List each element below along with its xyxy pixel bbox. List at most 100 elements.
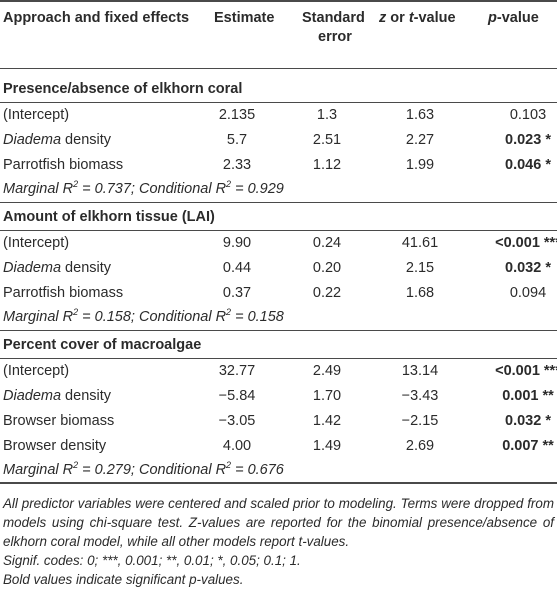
standard-error: 2.49 xyxy=(312,363,342,379)
estimate: 5.7 xyxy=(226,132,248,148)
p-value: 0.032 * xyxy=(473,413,557,429)
estimate: −5.84 xyxy=(218,388,256,404)
standard-error: 1.42 xyxy=(312,413,342,429)
significance-stars: * xyxy=(541,413,551,429)
sup: 2 xyxy=(73,307,79,318)
estimate: 4.00 xyxy=(222,438,252,454)
term: Parrotfish biomass xyxy=(3,157,124,173)
significance-stars: * xyxy=(541,132,551,148)
section-title: Presence/absence of elkhorn coral xyxy=(0,69,557,103)
term: Browser density xyxy=(3,438,107,454)
p-number: 0.032 xyxy=(505,260,542,276)
table-row: Parrotfish biomass 2.33 1.12 1.99 0.046 … xyxy=(0,153,557,178)
sup: 2 xyxy=(226,179,232,190)
z-value: 1.99 xyxy=(405,157,435,173)
z-value: 2.15 xyxy=(405,260,435,276)
header-standard-error: Standard error xyxy=(302,9,402,47)
sup: 2 xyxy=(226,307,232,318)
p-number: 0.007 xyxy=(502,438,539,454)
header-estimate: Estimate xyxy=(214,10,275,26)
p-number: 0.103 xyxy=(509,107,547,123)
term-rest: density xyxy=(61,260,112,276)
marginal-c: = 0.158 xyxy=(231,309,284,325)
section-title-text: Amount of elkhorn tissue (LAI) xyxy=(3,209,215,225)
marginal-r2: Marginal R2 = 0.737; Conditional R2 = 0.… xyxy=(0,178,557,203)
marginal-r2: Marginal R2 = 0.158; Conditional R2 = 0.… xyxy=(0,306,557,331)
p-number: 0.032 xyxy=(505,413,542,429)
term: Parrotfish biomass xyxy=(3,285,124,301)
table-header: Approach and fixed effects Estimate Stan… xyxy=(0,0,557,69)
header-approach: Approach and fixed effects xyxy=(3,10,190,26)
p-number: 0.046 xyxy=(505,157,542,173)
p-value: 0.023 * xyxy=(473,132,557,148)
marginal-r2: Marginal R2 = 0.279; Conditional R2 = 0.… xyxy=(0,459,557,484)
estimate: 9.90 xyxy=(222,235,252,251)
sup: 2 xyxy=(226,460,232,471)
p-value: <0.001 *** xyxy=(473,235,557,251)
section-title: Percent cover of macroalgae xyxy=(0,331,557,359)
header-t-letter: t xyxy=(408,10,414,26)
term-italic: Diadema xyxy=(3,388,62,404)
note-signif-codes: Signif. codes: 0; ***, 0.001; **, 0.01; … xyxy=(3,553,301,568)
table-row: (Intercept) 9.90 0.24 41.61 <0.001 *** xyxy=(0,231,557,256)
p-value: 0.032 * xyxy=(473,260,557,276)
z-value: 2.27 xyxy=(405,132,435,148)
marginal-r2-text: Marginal R2 = 0.279; Conditional R2 = 0.… xyxy=(3,460,284,478)
p-number: 0.001 xyxy=(502,388,539,404)
standard-error: 0.20 xyxy=(312,260,342,276)
section-title-text: Presence/absence of elkhorn coral xyxy=(3,81,243,97)
marginal-a: Marginal R xyxy=(3,181,74,197)
marginal-a: Marginal R xyxy=(3,462,74,478)
marginal-r2-text: Marginal R2 = 0.737; Conditional R2 = 0.… xyxy=(3,179,284,197)
header-p-value: p-value xyxy=(488,9,539,28)
table-row: Browser density 4.00 1.49 2.69 0.007 ** xyxy=(0,434,557,459)
p-number: <0.001 xyxy=(495,363,540,379)
term: Diadema density xyxy=(3,388,111,404)
marginal-c: = 0.676 xyxy=(231,462,284,478)
results-table: Approach and fixed effects Estimate Stan… xyxy=(0,0,557,587)
standard-error: 2.51 xyxy=(312,132,342,148)
estimate: 0.37 xyxy=(222,285,252,301)
term: Diadema density xyxy=(3,260,111,276)
header-z-or-t-value: z or t-value xyxy=(379,9,456,28)
significance-stars: ** xyxy=(538,438,554,454)
section-title-text: Percent cover of macroalgae xyxy=(3,337,202,353)
term-italic: Diadema xyxy=(3,132,62,148)
z-value: −3.43 xyxy=(401,388,439,404)
p-number: 0.094 xyxy=(509,285,547,301)
marginal-b: = 0.737; Conditional R xyxy=(78,181,227,197)
marginal-r2-text: Marginal R2 = 0.158; Conditional R2 = 0.… xyxy=(3,307,284,325)
significance-stars: * xyxy=(541,157,551,173)
header-z-value-suffix: -value xyxy=(413,10,456,26)
header-z-letter: z xyxy=(379,10,387,26)
z-value: 1.68 xyxy=(405,285,435,301)
p-value: 0.001 ** xyxy=(473,388,557,404)
sup: 2 xyxy=(73,179,79,190)
term: (Intercept) xyxy=(3,363,70,379)
header-se-line2: error xyxy=(318,29,352,45)
z-value: −2.15 xyxy=(401,413,439,429)
table-row: (Intercept) 2.135 1.3 1.63 0.103 xyxy=(0,103,557,128)
section-title: Amount of elkhorn tissue (LAI) xyxy=(0,203,557,231)
estimate: 32.77 xyxy=(218,363,256,379)
estimate: 0.44 xyxy=(222,260,252,276)
note-methods: All predictor variables were centered an… xyxy=(3,496,554,549)
term-rest: density xyxy=(61,388,112,404)
table-row: Diadema density 5.7 2.51 2.27 0.023 * xyxy=(0,128,557,153)
table-row: Diadema density −5.84 1.70 −3.43 0.001 *… xyxy=(0,384,557,409)
standard-error: 0.22 xyxy=(312,285,342,301)
z-value: 13.14 xyxy=(401,363,439,379)
p-value: 0.007 ** xyxy=(473,438,557,454)
sup: 2 xyxy=(73,460,79,471)
header-se-line1: Standard xyxy=(302,10,365,26)
standard-error: 0.24 xyxy=(312,235,342,251)
header-p-letter: p xyxy=(488,10,497,26)
marginal-b: = 0.279; Conditional R xyxy=(78,462,227,478)
significance-stars: * xyxy=(541,260,551,276)
standard-error: 1.12 xyxy=(312,157,342,173)
header-z-or: or xyxy=(386,10,409,26)
marginal-b: = 0.158; Conditional R xyxy=(78,309,227,325)
significance-stars: *** xyxy=(543,235,557,251)
p-number: 0.023 xyxy=(505,132,542,148)
z-value: 41.61 xyxy=(401,235,439,251)
